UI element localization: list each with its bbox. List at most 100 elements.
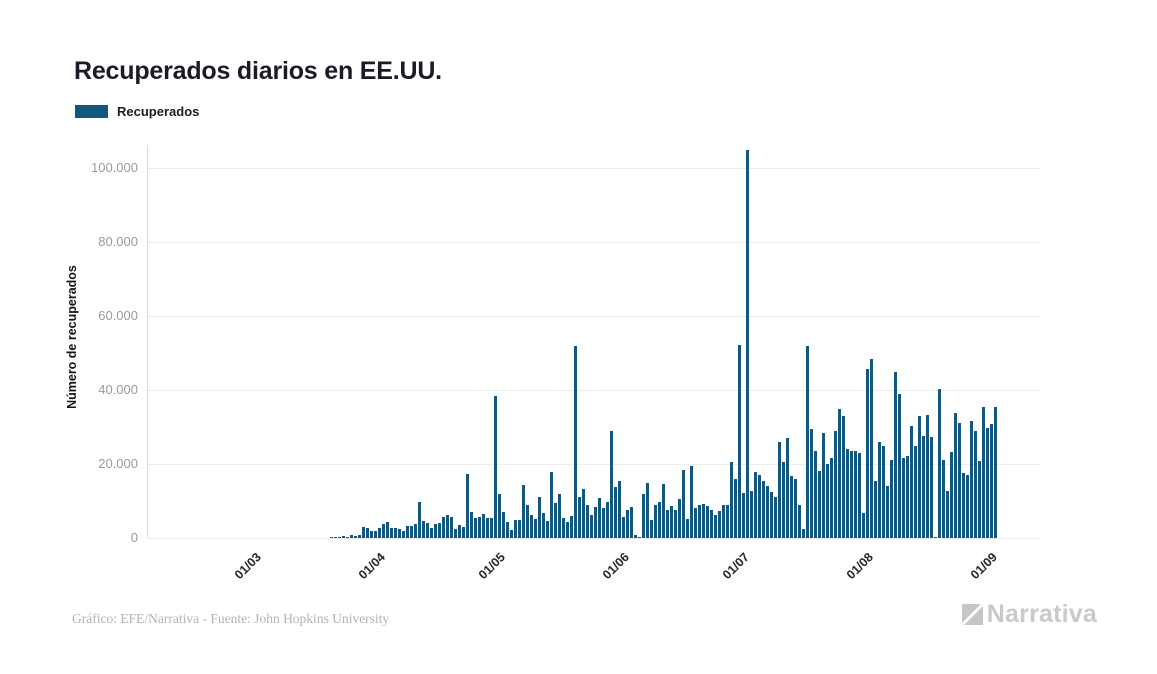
bar-25/07 bbox=[826, 464, 830, 538]
bar-24/08 bbox=[946, 491, 950, 538]
bar-26/03 bbox=[342, 536, 346, 538]
bar-09/08 bbox=[886, 486, 890, 538]
bar-05/09 bbox=[994, 407, 998, 538]
bar-20/08 bbox=[930, 436, 934, 538]
bar-27/07 bbox=[834, 430, 838, 538]
gridline bbox=[147, 538, 1040, 539]
bar-15/05 bbox=[542, 512, 546, 538]
bar-02/09 bbox=[982, 407, 986, 538]
bar-29/04 bbox=[478, 517, 482, 538]
bar-11/08 bbox=[894, 371, 898, 538]
bar-10/08 bbox=[890, 460, 894, 538]
narrativa-logo-icon bbox=[961, 604, 983, 625]
bar-29/06 bbox=[722, 505, 726, 538]
bar-12/04 bbox=[410, 525, 414, 538]
bar-24/04 bbox=[458, 525, 462, 538]
y-axis-tick-label: 80.000 bbox=[98, 234, 138, 249]
bar-06/07 bbox=[750, 491, 754, 538]
bar-27/08 bbox=[958, 423, 962, 538]
bar-17/04 bbox=[430, 528, 434, 538]
x-axis-tick-label: 01/05 bbox=[475, 550, 508, 583]
bar-09/07 bbox=[762, 481, 766, 538]
bar-14/08 bbox=[906, 455, 910, 538]
bar-29/05 bbox=[598, 497, 602, 538]
bar-19/04 bbox=[438, 522, 442, 538]
bar-14/04 bbox=[418, 502, 422, 538]
bar-21/07 bbox=[810, 429, 814, 538]
bar-21/04 bbox=[446, 514, 450, 538]
bar-06/06 bbox=[630, 506, 634, 538]
bar-30/07 bbox=[846, 449, 850, 538]
bar-22/06 bbox=[694, 508, 698, 538]
y-axis-line bbox=[147, 145, 148, 538]
bar-10/05 bbox=[522, 485, 526, 538]
legend-swatch bbox=[75, 105, 108, 118]
bar-01/05 bbox=[486, 517, 490, 538]
bar-08/06 bbox=[638, 536, 642, 538]
bar-14/07 bbox=[782, 461, 786, 538]
bar-22/04 bbox=[450, 517, 454, 538]
bar-13/07 bbox=[778, 441, 782, 538]
bar-15/07 bbox=[786, 437, 790, 538]
x-axis-tick-label: 01/07 bbox=[719, 550, 752, 583]
bar-27/03 bbox=[346, 536, 350, 538]
x-axis-tick-label: 01/09 bbox=[967, 550, 1000, 583]
gridline bbox=[147, 390, 1040, 391]
bar-01/07 bbox=[730, 462, 734, 538]
bar-27/05 bbox=[590, 514, 594, 538]
bar-17/07 bbox=[794, 479, 798, 538]
bar-17/05 bbox=[550, 472, 554, 538]
bar-20/04 bbox=[442, 517, 446, 538]
bar-21/08 bbox=[934, 536, 938, 538]
bar-19/06 bbox=[682, 469, 686, 538]
bar-16/05 bbox=[546, 520, 550, 538]
bar-04/05 bbox=[498, 494, 502, 538]
bar-04/06 bbox=[622, 516, 626, 538]
x-axis-tick-label: 01/03 bbox=[231, 550, 264, 583]
x-axis-tick-label: 01/06 bbox=[599, 550, 632, 583]
bar-21/06 bbox=[690, 465, 694, 538]
bar-10/06 bbox=[646, 482, 650, 538]
gridline bbox=[147, 168, 1040, 169]
bar-14/06 bbox=[662, 484, 666, 538]
bar-17/06 bbox=[674, 510, 678, 538]
bar-23/07 bbox=[818, 470, 822, 538]
bar-08/07 bbox=[758, 475, 762, 538]
bar-01/04 bbox=[366, 528, 370, 538]
bar-27/04 bbox=[470, 512, 474, 538]
bar-12/06 bbox=[654, 504, 658, 538]
bar-19/08 bbox=[926, 414, 930, 538]
bar-02/07 bbox=[734, 479, 738, 538]
bar-08/08 bbox=[882, 445, 886, 538]
narrativa-logo-text: Narrativa bbox=[986, 600, 1097, 628]
bar-19/07 bbox=[802, 528, 806, 538]
bar-25/05 bbox=[582, 489, 586, 538]
bar-18/04 bbox=[434, 524, 438, 538]
bar-05/06 bbox=[626, 509, 630, 538]
bar-29/03 bbox=[354, 535, 358, 538]
bar-28/05 bbox=[594, 506, 598, 538]
chart-source: Gráfico: EFE/Narrativa - Fuente: John Ho… bbox=[72, 611, 390, 626]
bar-02/06 bbox=[614, 487, 618, 538]
bar-25/03 bbox=[338, 537, 342, 538]
bar-30/04 bbox=[482, 513, 486, 538]
bar-28/04 bbox=[474, 518, 478, 538]
bar-23/08 bbox=[942, 460, 946, 538]
bar-10/04 bbox=[402, 530, 406, 538]
bar-11/05 bbox=[526, 504, 530, 538]
bar-03/09 bbox=[986, 428, 990, 538]
bar-15/08 bbox=[910, 425, 914, 538]
bar-23/04 bbox=[454, 529, 458, 538]
bar-28/07 bbox=[838, 408, 842, 538]
bar-31/08 bbox=[974, 430, 978, 538]
bar-28/08 bbox=[962, 473, 966, 538]
bar-22/07 bbox=[814, 451, 818, 538]
bar-12/08 bbox=[898, 394, 902, 538]
bar-28/03 bbox=[350, 535, 354, 538]
gridline bbox=[147, 464, 1040, 465]
bar-06/04 bbox=[386, 521, 390, 538]
y-axis-tick-label: 20.000 bbox=[98, 456, 138, 471]
bar-30/08 bbox=[970, 421, 974, 538]
bar-04/08 bbox=[866, 369, 870, 538]
